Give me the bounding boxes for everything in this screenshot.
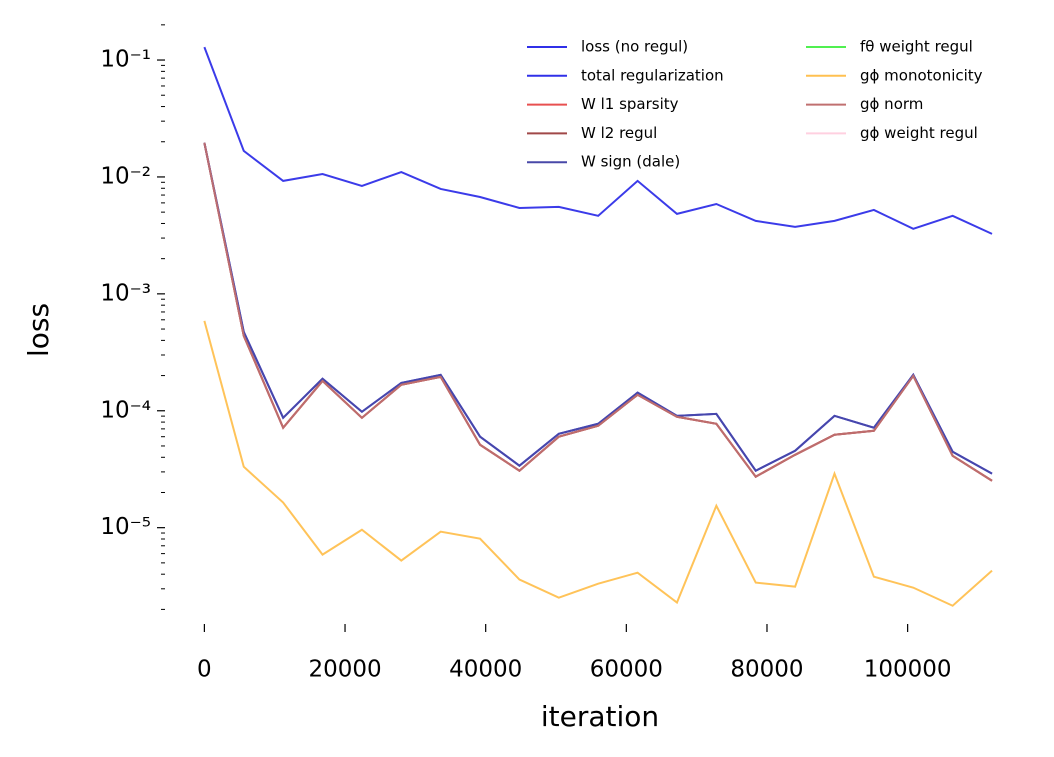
series-line [203, 142, 993, 482]
legend-label: gϕ norm [860, 95, 923, 113]
y-tick-label: 10⁻⁴ [100, 397, 151, 423]
y-axis-label: loss [22, 303, 55, 357]
x-tick-label: 40000 [449, 657, 522, 683]
y-tick-label: 10⁻¹ [100, 47, 151, 73]
y-tick-label: 10⁻⁵ [100, 514, 151, 540]
y-tick-label: 10⁻² [100, 163, 151, 189]
x-tick-label: 80000 [730, 657, 803, 683]
x-tick-label: 20000 [308, 657, 381, 683]
legend-label: fθ weight regul [860, 38, 973, 56]
legend-label: W l2 regul [581, 124, 657, 142]
legend-label: W sign (dale) [581, 153, 680, 171]
legend-label: loss (no regul) [581, 38, 688, 56]
legend-label: gϕ weight regul [860, 124, 978, 142]
legend-label: W l1 sparsity [581, 95, 679, 113]
legend-label: gϕ monotonicity [860, 66, 983, 84]
series-line [203, 142, 993, 475]
series-line [203, 46, 993, 235]
y-tick-label: 10⁻³ [100, 280, 151, 306]
x-tick-label: 60000 [590, 657, 663, 683]
x-axis-label: iteration [541, 700, 659, 733]
x-tick-label: 100000 [864, 657, 952, 683]
legend-label: total regularization [581, 66, 724, 84]
x-tick-label: 0 [197, 657, 212, 683]
series-line [203, 320, 993, 607]
